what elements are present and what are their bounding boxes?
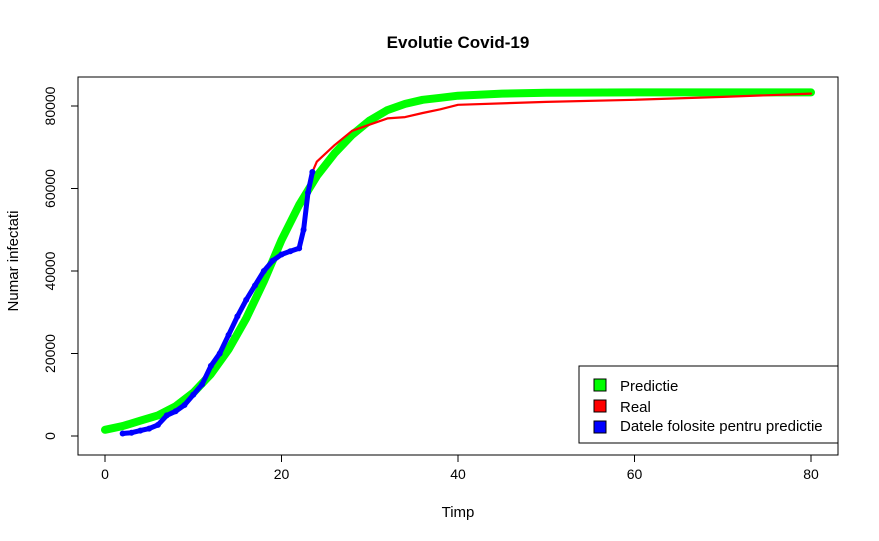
- data-point-folosite: [216, 350, 223, 357]
- data-point-folosite: [181, 402, 188, 409]
- legend-swatch-datele-folosite: [593, 420, 607, 434]
- data-point-folosite: [304, 189, 311, 196]
- x-tick-label: 40: [450, 466, 466, 482]
- data-point-folosite: [119, 430, 126, 437]
- data-point-folosite: [137, 427, 144, 434]
- y-axis: 0 20000 40000 60000 80000: [42, 86, 79, 440]
- data-point-folosite: [163, 412, 170, 419]
- y-tick-label: 60000: [42, 169, 58, 208]
- data-point-folosite: [243, 296, 250, 303]
- data-point-folosite: [207, 362, 214, 369]
- legend: Predictie Real Datele folosite pentru pr…: [578, 365, 839, 444]
- y-axis-label: Numar infectati: [5, 211, 22, 312]
- data-point-folosite: [154, 421, 161, 428]
- series-line-datele-folosite: [120, 169, 315, 436]
- data-point-folosite: [260, 268, 267, 274]
- x-tick-label: 20: [274, 466, 290, 482]
- data-point-folosite: [172, 408, 179, 415]
- y-tick-label: 0: [42, 432, 58, 440]
- y-tick-label: 40000: [42, 251, 58, 290]
- x-tick-label: 80: [803, 466, 819, 482]
- data-point-folosite: [269, 257, 276, 264]
- legend-label-predictie: Predictie: [620, 378, 678, 395]
- legend-swatch-predictie: [593, 378, 607, 392]
- data-point-folosite: [296, 245, 303, 252]
- x-axis-label: Timp: [442, 504, 475, 521]
- data-point-folosite: [234, 313, 241, 320]
- legend-label-datele-folosite: Datele folosite pentru predictie: [620, 418, 823, 435]
- data-point-folosite: [252, 282, 259, 289]
- data-point-folosite: [190, 391, 197, 398]
- y-tick-label: 80000: [42, 86, 58, 125]
- legend-swatch-real: [593, 399, 607, 413]
- data-point-folosite: [225, 331, 232, 338]
- data-point-folosite: [128, 429, 135, 436]
- data-point-folosite: [146, 425, 153, 432]
- data-point-folosite: [300, 226, 307, 233]
- series-line-predictie: [101, 88, 815, 434]
- chart-title: Evolutie Covid-19: [387, 33, 530, 52]
- y-tick-label: 20000: [42, 334, 58, 373]
- x-tick-label: 60: [627, 466, 643, 482]
- legend-box: [578, 365, 839, 444]
- series-layer: [101, 88, 815, 437]
- data-point-folosite: [278, 251, 285, 258]
- data-point-folosite: [287, 248, 294, 255]
- x-tick-label: 0: [101, 466, 109, 482]
- x-axis: 0 20 40 60 80: [101, 454, 819, 482]
- data-point-folosite: [309, 169, 316, 175]
- data-point-folosite: [199, 381, 206, 388]
- legend-label-real: Real: [620, 399, 651, 416]
